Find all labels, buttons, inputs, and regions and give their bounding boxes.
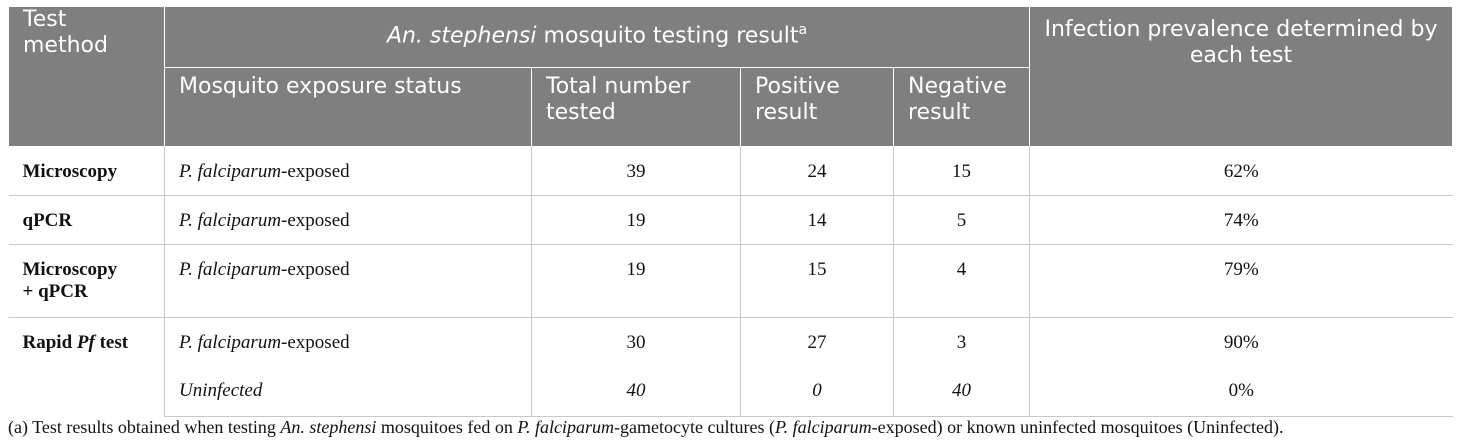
cell-positive: 24 <box>740 146 894 196</box>
table-row: Uninfected 40 0 40 0% <box>9 366 1453 417</box>
header-negative: Negative result <box>893 67 1030 147</box>
header-prevalence: Infection prevalence determined by each … <box>1029 6 1453 147</box>
cell-status: P. falciparum-exposed <box>164 195 532 245</box>
cell-prevalence: 74% <box>1029 195 1453 245</box>
cell-prevalence: 90% <box>1029 317 1453 366</box>
header-group-rest: mosquito testing result <box>536 23 799 49</box>
cell-prevalence: 0% <box>1029 366 1453 417</box>
header-total-tested: Total number tested <box>531 67 741 147</box>
cell-total: 30 <box>531 317 741 366</box>
header-exposure-status: Mosquito exposure status <box>164 67 532 147</box>
header-positive: Positive result <box>740 67 894 147</box>
cell-positive: 0 <box>740 366 894 417</box>
cell-method: Rapid Pf test <box>22 332 129 353</box>
cell-method: Microscopy <box>8 146 165 196</box>
cell-method: Microscopy + qPCR <box>8 244 165 318</box>
cell-positive: 27 <box>740 317 894 366</box>
cell-prevalence: 79% <box>1029 244 1453 318</box>
table-row: qPCR P. falciparum-exposed 19 14 5 74% <box>8 195 1453 245</box>
cell-total: 40 <box>531 366 741 417</box>
cell-total: 39 <box>531 146 741 196</box>
header-test-method: Test method <box>8 6 165 147</box>
cell-status: P. falciparum-exposed <box>164 146 532 196</box>
cell-total: 19 <box>531 195 741 245</box>
cell-negative: 5 <box>893 195 1030 245</box>
cell-total: 19 <box>531 244 741 318</box>
cell-status: Uninfected <box>164 366 532 417</box>
table-footnote: (a) Test results obtained when testing A… <box>8 417 1284 437</box>
cell-status: P. falciparum-exposed <box>164 244 532 318</box>
cell-method: qPCR <box>8 195 165 245</box>
table-row: Rapid Pf test P. falciparum-exposed 30 2… <box>9 317 1453 366</box>
table-row: Microscopy + qPCR P. falciparum-exposed 1… <box>8 244 1453 318</box>
cell-negative: 40 <box>893 366 1030 417</box>
header-footnote-marker: a <box>798 22 808 38</box>
cell-positive: 14 <box>740 195 894 245</box>
header-species: An. stephensi <box>386 23 537 49</box>
table-row: Microscopy P. falciparum-exposed 39 24 1… <box>8 146 1453 196</box>
cell-negative: 15 <box>893 146 1030 196</box>
cell-positive: 15 <box>740 244 894 318</box>
cell-negative: 4 <box>893 244 1030 318</box>
cell-negative: 3 <box>893 317 1030 366</box>
header-group-title: An. stephensi mosquito testing resulta <box>164 6 1030 68</box>
cell-status: P. falciparum-exposed <box>164 317 532 366</box>
results-table-container: Test method An. stephensi mosquito testi… <box>8 6 1453 417</box>
cell-prevalence: 62% <box>1029 146 1453 196</box>
results-table: Test method An. stephensi mosquito testi… <box>8 6 1453 417</box>
